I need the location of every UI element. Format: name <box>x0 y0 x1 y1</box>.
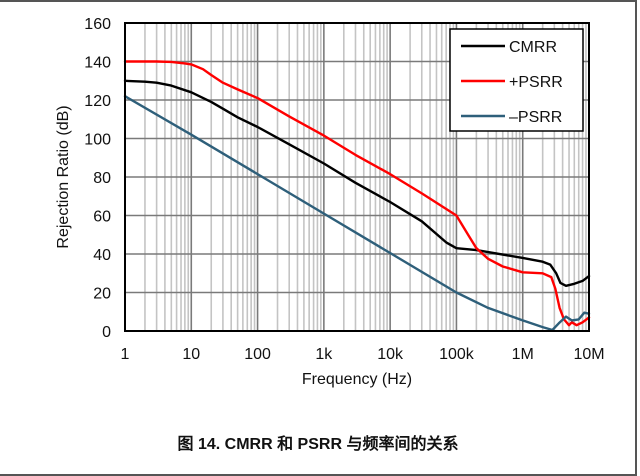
y-tick-label: 40 <box>93 247 111 264</box>
x-tick-label: 10 <box>182 346 200 363</box>
x-axis-label: Frequency (Hz) <box>302 371 412 388</box>
y-tick-label: 140 <box>84 55 111 72</box>
x-tick-label: 1k <box>315 346 333 363</box>
legend-label: –PSRR <box>509 109 562 126</box>
y-tick-labels: 0 20 40 60 80 100 120 140 160 <box>84 16 111 341</box>
legend-label: +PSRR <box>509 74 563 91</box>
x-tick-label: 10M <box>573 346 604 363</box>
legend: CMRR +PSRR –PSRR <box>449 28 584 132</box>
x-tick-label: 1M <box>512 346 534 363</box>
x-tick-label: 100k <box>439 346 475 363</box>
x-tick-label: 1 <box>121 346 130 363</box>
series-layer <box>123 60 591 332</box>
y-tick-label: 0 <box>102 324 111 341</box>
legend-label: CMRR <box>509 39 557 56</box>
y-tick-label: 80 <box>93 170 111 187</box>
y-axis-label: Rejection Ratio (dB) <box>55 105 72 248</box>
x-tick-label: 10k <box>377 346 404 363</box>
figure-caption: 图 14. CMRR 和 PSRR 与频率间的关系 <box>177 436 459 453</box>
y-tick-label: 120 <box>84 93 111 110</box>
y-tick-label: 160 <box>84 16 111 33</box>
x-tick-label: 100 <box>244 346 271 363</box>
chart: 1 10 100 1k 10k 100k 1M 10M 0 20 40 60 80 100 120 140 1… <box>55 16 605 388</box>
y-tick-label: 100 <box>84 132 111 149</box>
plot-border <box>124 22 590 332</box>
y-tick-label: 20 <box>93 286 111 303</box>
series-line-cmrr <box>123 79 591 287</box>
x-tick-labels: 1 10 100 1k 10k 100k 1M 10M <box>121 346 605 363</box>
y-tick-label: 60 <box>93 209 111 226</box>
series-line-psrr-minus <box>123 95 591 332</box>
